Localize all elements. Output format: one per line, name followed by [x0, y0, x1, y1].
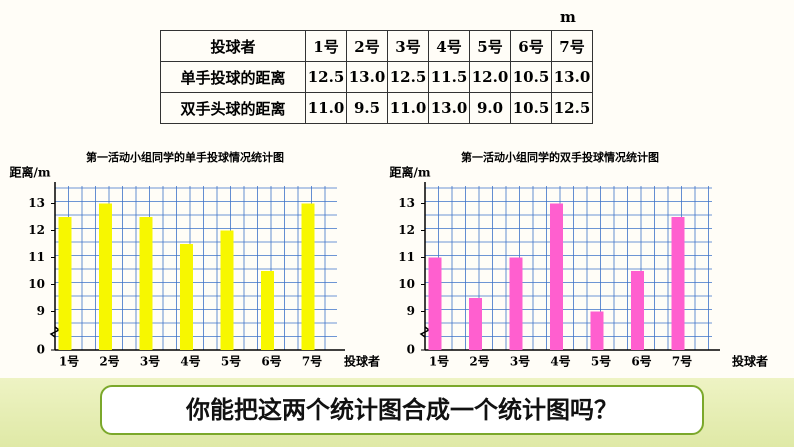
x-tick-label: 1号 — [429, 354, 449, 369]
x-tick-label: 1号 — [59, 354, 79, 369]
bar — [550, 203, 563, 350]
table-row: 双手头球的距离 11.0 9.5 11.0 13.0 9.0 10.5 12.5 — [160, 92, 593, 124]
table-cell: 5号 — [469, 30, 511, 62]
chart-title: 第一活动小组同学的单手投球情况统计图 — [86, 150, 284, 164]
bar — [469, 298, 482, 350]
y-tick-label: 13 — [398, 196, 415, 210]
axis-break — [49, 326, 61, 338]
bar — [220, 230, 234, 350]
data-table: 投球者 1号 2号 3号 4号 5号 6号 7号 单手投球的距离 12.5 13.0 12.5 11.5… — [160, 30, 593, 124]
x-axis-label: 投球者 — [732, 354, 768, 369]
bar — [180, 244, 193, 350]
table-row: 投球者 1号 2号 3号 4号 5号 6号 7号 — [160, 30, 593, 62]
table-cell: 13.0 — [428, 92, 470, 124]
bar — [301, 203, 315, 350]
bar — [58, 217, 72, 350]
y-tick-label: 9 — [407, 304, 415, 318]
table-cell: 双手头球的距离 — [160, 92, 306, 124]
y-tick-label: 0 — [407, 343, 415, 357]
table-cell: 11.5 — [428, 61, 470, 93]
bar — [99, 203, 112, 350]
y-axis-label: 距离/m — [9, 165, 50, 180]
x-axis-label: 投球者 — [344, 354, 380, 369]
bar — [590, 311, 604, 350]
x-tick-label: 4号 — [180, 354, 200, 369]
y-tick-label: 9 — [37, 304, 45, 318]
y-tick-label: 0 — [37, 343, 45, 357]
y-axis-label: 距离/m — [389, 165, 430, 180]
table-cell: 单手投球的距离 — [160, 61, 306, 93]
x-tick-label: 6号 — [631, 354, 651, 369]
x-tick-label: 7号 — [672, 354, 692, 369]
y-tick-label: 12 — [28, 223, 45, 237]
x-tick-label: 7号 — [302, 354, 322, 369]
table-cell: 9.5 — [346, 92, 388, 124]
x-tick-label: 6号 — [261, 354, 281, 369]
y-tick-label: 13 — [28, 196, 45, 210]
table-cell: 6号 — [510, 30, 552, 62]
axis-break — [419, 326, 431, 338]
y-tick-label: 11 — [398, 250, 415, 264]
table-cell: 3号 — [387, 30, 429, 62]
table-cell: 9.0 — [469, 92, 511, 124]
table-cell: 10.5 — [510, 61, 552, 93]
bar — [509, 257, 523, 350]
x-tick-label: 3号 — [140, 354, 160, 369]
y-tick-label: 11 — [28, 250, 45, 264]
bar — [139, 217, 153, 350]
table-cell: 13.0 — [346, 61, 388, 93]
y-tick-label: 12 — [398, 223, 415, 237]
question: 你能把这两个统计图合成一个统计图吗？ — [100, 385, 704, 435]
table-cell: 12.5 — [551, 92, 593, 124]
y-tick-label: 10 — [28, 277, 45, 291]
y-tick-label: 10 — [398, 277, 415, 291]
table-cell: 10.5 — [510, 92, 552, 124]
x-tick-label: 3号 — [510, 354, 530, 369]
x-tick-label: 5号 — [221, 354, 241, 369]
x-tick-label: 5号 — [591, 354, 611, 369]
x-tick-label: 4号 — [550, 354, 570, 369]
table-cell: 11.0 — [305, 92, 347, 124]
table-cell: 4号 — [428, 30, 470, 62]
bar — [261, 271, 274, 350]
bar — [631, 271, 644, 350]
bar — [671, 217, 685, 350]
unit: m — [560, 8, 576, 26]
x-tick-label: 2号 — [99, 354, 119, 369]
x-tick-label: 2号 — [469, 354, 489, 369]
bar — [428, 257, 442, 350]
chart-title: 第一活动小组同学的双手投球情况统计图 — [461, 150, 659, 164]
